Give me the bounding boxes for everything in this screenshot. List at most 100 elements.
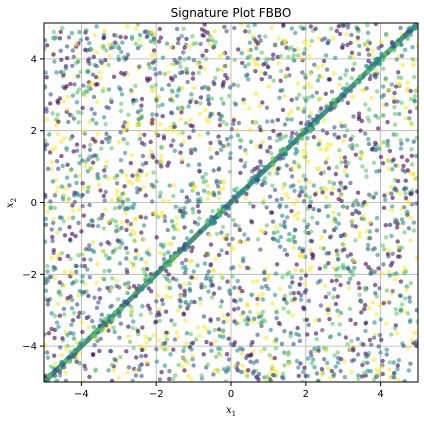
scatter-point <box>198 296 203 301</box>
scatter-point <box>184 331 190 336</box>
scatter-point <box>389 184 394 190</box>
scatter-point <box>285 215 290 220</box>
scatter-point <box>220 68 225 73</box>
scatter-point <box>235 361 240 366</box>
scatter-point <box>132 202 137 207</box>
scatter-point <box>374 68 379 74</box>
scatter-point <box>363 102 368 107</box>
scatter-point <box>74 148 80 153</box>
scatter-point <box>87 147 93 152</box>
scatter-point <box>175 308 181 313</box>
scatter-point <box>245 322 250 327</box>
scatter-point <box>218 147 224 152</box>
scatter-point <box>215 67 220 72</box>
scatter-point <box>177 208 183 214</box>
scatter-point <box>408 88 413 94</box>
scatter-point <box>191 58 197 63</box>
scatter-point <box>330 36 336 41</box>
scatter-point <box>324 251 329 256</box>
scatter-point <box>94 280 99 286</box>
scatter-point <box>92 343 97 348</box>
scatter-point <box>147 306 152 311</box>
scatter-point <box>250 340 255 345</box>
scatter-point <box>167 368 172 374</box>
scatter-point <box>164 293 169 299</box>
scatter-point <box>248 139 254 144</box>
scatter-point <box>49 227 54 232</box>
scatter-point <box>362 307 367 312</box>
scatter-point <box>384 347 389 352</box>
scatter-point <box>57 373 63 378</box>
scatter-point <box>173 204 178 209</box>
scatter-point <box>300 268 306 273</box>
scatter-point <box>350 272 356 278</box>
scatter-point <box>374 312 379 317</box>
scatter-point <box>60 336 65 341</box>
scatter-point <box>53 266 58 271</box>
scatter-point <box>157 251 163 256</box>
scatter-point <box>307 114 312 119</box>
scatter-point <box>94 121 99 126</box>
scatter-point <box>189 347 194 352</box>
scatter-point <box>213 339 218 344</box>
scatter-point <box>109 362 115 367</box>
scatter-point <box>110 250 115 255</box>
scatter-point <box>126 324 131 329</box>
diagonal-point <box>216 207 222 213</box>
scatter-point <box>108 348 113 354</box>
scatter-point <box>104 159 110 164</box>
scatter-point <box>265 149 270 154</box>
scatter-point <box>102 198 107 203</box>
scatter-point <box>237 227 242 233</box>
scatter-point <box>55 301 61 306</box>
scatter-point <box>221 334 226 340</box>
scatter-point <box>249 292 254 298</box>
scatter-point <box>147 336 152 342</box>
scatter-point <box>123 35 128 40</box>
scatter-point <box>365 43 370 48</box>
scatter-point <box>364 228 369 234</box>
scatter-point <box>398 25 403 31</box>
scatter-point <box>411 172 416 177</box>
scatter-point <box>274 316 279 321</box>
scatter-point <box>188 117 193 123</box>
scatter-point <box>283 192 288 197</box>
scatter-point <box>225 55 230 60</box>
scatter-point <box>373 75 378 80</box>
scatter-point <box>302 106 307 112</box>
scatter-point <box>296 365 301 370</box>
scatter-point <box>383 223 388 228</box>
scatter-point <box>345 82 350 87</box>
scatter-point <box>79 252 85 257</box>
scatter-point <box>44 142 50 147</box>
scatter-point <box>313 331 319 336</box>
scatter-point <box>284 204 289 209</box>
scatter-point <box>181 50 186 55</box>
scatter-point <box>210 208 215 214</box>
scatter-point <box>256 371 262 377</box>
scatter-point <box>260 291 265 297</box>
scatter-point <box>208 242 214 247</box>
scatter-point <box>70 63 75 68</box>
scatter-point <box>257 104 262 109</box>
scatter-point <box>320 128 326 133</box>
scatter-point <box>207 232 212 238</box>
scatter-point <box>298 297 304 302</box>
scatter-point <box>366 305 372 311</box>
scatter-point <box>212 192 217 198</box>
scatter-point <box>413 341 418 346</box>
scatter-point <box>291 53 296 58</box>
scatter-point <box>365 246 371 252</box>
scatter-point <box>360 153 365 158</box>
scatter-point <box>44 343 48 348</box>
scatter-point <box>399 154 405 160</box>
scatter-point <box>182 288 187 293</box>
scatter-point <box>270 119 275 124</box>
scatter-point <box>118 108 124 114</box>
scatter-point <box>175 93 180 99</box>
scatter-point <box>397 191 402 196</box>
scatter-point <box>81 92 86 97</box>
scatter-point <box>290 56 296 61</box>
diagonal-point <box>210 216 216 222</box>
scatter-point <box>415 43 418 48</box>
